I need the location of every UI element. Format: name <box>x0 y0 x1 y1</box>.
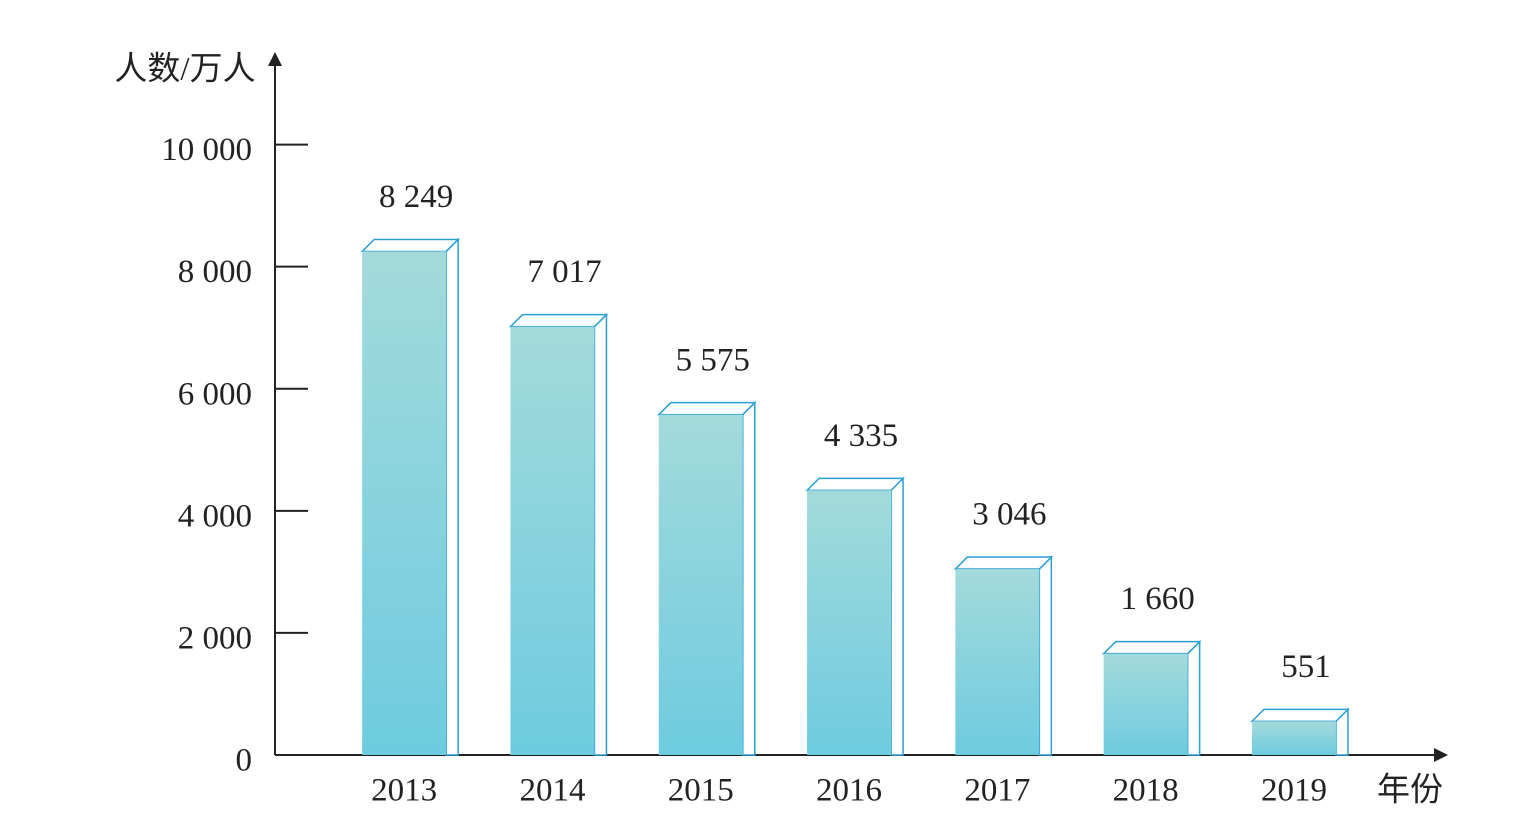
bar-top <box>1101 640 1202 655</box>
bar <box>510 326 595 755</box>
bar <box>955 569 1040 755</box>
bar-top <box>656 401 757 416</box>
bar <box>1251 721 1336 755</box>
x-axis-arrow <box>1434 748 1448 762</box>
y-tick-label: 6 000 <box>178 376 252 412</box>
x-tick-label: 2017 <box>964 773 1030 809</box>
bar-side <box>1186 639 1201 756</box>
bar <box>658 414 743 755</box>
x-tick-label: 2018 <box>1113 773 1179 809</box>
y-axis-arrow <box>268 52 282 66</box>
y-tick-label: 4 000 <box>178 498 252 534</box>
bar-side <box>1038 555 1053 756</box>
y-tick-label: 10 000 <box>161 132 252 168</box>
value-label: 1 660 <box>1121 581 1195 617</box>
bar-top <box>360 238 460 253</box>
bar <box>362 251 447 756</box>
x-axis-label: 年份 <box>1377 772 1443 809</box>
bar <box>1103 653 1188 755</box>
bar-side <box>445 237 459 756</box>
bar-top <box>953 556 1054 570</box>
x-tick-label: 2013 <box>371 773 437 809</box>
value-label: 551 <box>1281 649 1331 685</box>
bar-side <box>593 312 608 756</box>
x-tick-label: 2019 <box>1261 773 1327 809</box>
bar-top <box>805 477 905 492</box>
value-label: 8 249 <box>379 179 453 215</box>
x-tick-label: 2015 <box>668 773 734 809</box>
bar-top <box>508 313 609 328</box>
y-axis-label: 人数/万人 <box>114 51 255 88</box>
value-label: 7 017 <box>527 254 601 290</box>
value-label: 3 046 <box>972 497 1046 533</box>
bar-top <box>1250 708 1350 723</box>
y-tick-label: 0 <box>236 743 253 779</box>
x-tick-label: 2016 <box>816 773 882 809</box>
bar-side <box>890 476 904 756</box>
value-label: 4 335 <box>824 418 898 454</box>
bar-side <box>742 400 756 756</box>
y-tick-label: 2 000 <box>178 620 252 656</box>
x-tick-label: 2014 <box>519 773 585 809</box>
y-tick-label: 8 000 <box>178 254 252 290</box>
value-label: 5 575 <box>676 342 750 378</box>
bar <box>807 490 892 755</box>
